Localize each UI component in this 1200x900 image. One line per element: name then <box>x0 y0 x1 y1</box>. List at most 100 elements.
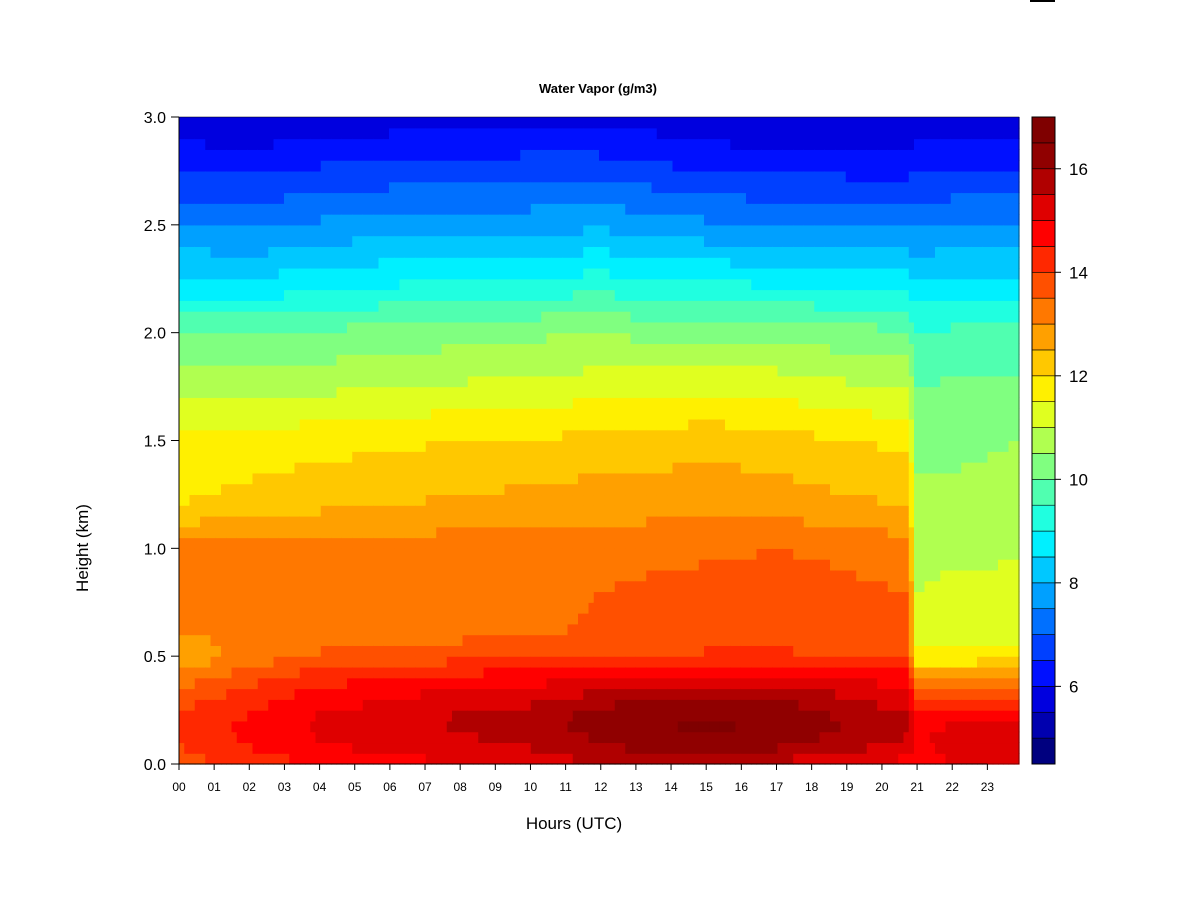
heatmap-cell <box>551 354 558 366</box>
heatmap-cell <box>305 731 311 744</box>
heatmap-cell <box>525 289 532 301</box>
heatmap-cell <box>320 742 327 754</box>
heatmap-cell <box>578 569 584 582</box>
heatmap-cell <box>467 451 474 463</box>
heatmap-cell <box>179 742 185 754</box>
heatmap-cell <box>599 472 605 485</box>
heatmap-cell <box>425 181 432 194</box>
heatmap-cell <box>420 203 427 215</box>
heatmap-cell <box>231 559 238 571</box>
heatmap-cell <box>362 257 369 269</box>
heatmap-cell <box>215 656 222 668</box>
heatmap-cell <box>236 214 243 226</box>
heatmap-cell <box>614 753 621 765</box>
heatmap-cell <box>378 666 385 679</box>
heatmap-cell <box>179 138 185 150</box>
heatmap-cell <box>383 710 390 722</box>
heatmap-cell <box>436 591 443 603</box>
heatmap-cell <box>310 634 317 646</box>
heatmap-cell <box>473 515 479 528</box>
heatmap-cell <box>425 731 432 744</box>
heatmap-cell <box>278 257 285 269</box>
heatmap-cell <box>305 397 311 409</box>
heatmap-cell <box>352 720 359 733</box>
heatmap-cell <box>452 526 458 539</box>
heatmap-cell <box>242 569 248 582</box>
heatmap-cell <box>583 515 590 528</box>
heatmap-cell <box>404 677 411 690</box>
heatmap-cell <box>504 602 511 614</box>
heatmap-cell <box>320 127 327 140</box>
heatmap-cell <box>305 117 311 129</box>
heatmap-cell <box>231 656 238 668</box>
heatmap-cell <box>467 645 474 657</box>
heatmap-cell <box>389 343 395 355</box>
heatmap-cell <box>305 666 311 679</box>
heatmap-cell <box>200 138 206 150</box>
heatmap-cell <box>184 181 191 194</box>
heatmap-cell <box>572 645 579 657</box>
heatmap-cell <box>588 332 595 345</box>
heatmap-cell <box>331 418 338 431</box>
heatmap-cell <box>604 117 611 129</box>
heatmap-cell <box>462 720 469 733</box>
heatmap-cell <box>315 645 322 657</box>
heatmap-cell <box>184 418 191 431</box>
heatmap-cell <box>452 742 458 754</box>
heatmap-cell <box>399 645 406 657</box>
heatmap-cell <box>268 569 275 582</box>
heatmap-cell <box>394 494 401 506</box>
heatmap-cell <box>336 440 343 452</box>
heatmap-cell <box>299 677 306 690</box>
heatmap-cell <box>289 117 296 129</box>
heatmap-cell <box>530 289 537 301</box>
heatmap-cell <box>299 602 306 614</box>
heatmap-cell <box>504 343 511 355</box>
heatmap-cell <box>436 267 443 280</box>
heatmap-cell <box>578 332 584 345</box>
heatmap-cell <box>352 742 359 754</box>
heatmap-cell <box>399 753 406 765</box>
heatmap-cell <box>494 375 500 388</box>
heatmap-cell <box>546 365 553 377</box>
heatmap-cell <box>604 731 611 744</box>
heatmap-cell <box>562 332 569 345</box>
heatmap-cell <box>599 257 605 269</box>
heatmap-cell <box>457 451 464 463</box>
heatmap-cell <box>509 462 516 474</box>
heatmap-cell <box>530 203 537 215</box>
heatmap-cell <box>357 731 364 744</box>
heatmap-cell <box>268 645 275 657</box>
heatmap-cell <box>394 160 401 172</box>
heatmap-cell <box>604 548 611 560</box>
heatmap-cell <box>515 354 521 366</box>
heatmap-cell <box>236 483 243 496</box>
heatmap-cell <box>404 742 411 754</box>
heatmap-cell <box>278 634 285 646</box>
heatmap-cell <box>567 613 574 625</box>
heatmap-cell <box>299 710 306 722</box>
heatmap-cell <box>268 623 275 636</box>
heatmap-cell <box>530 537 537 549</box>
heatmap-cell <box>357 613 364 625</box>
heatmap-cell <box>284 321 290 334</box>
heatmap-cell <box>436 181 443 194</box>
heatmap-cell <box>546 267 553 280</box>
heatmap-cell <box>263 505 269 517</box>
heatmap-cell <box>567 138 574 150</box>
heatmap-cell <box>515 117 521 129</box>
heatmap-cell <box>593 656 600 668</box>
heatmap-cell <box>404 408 411 420</box>
heatmap-cell <box>210 127 217 140</box>
heatmap-cell <box>252 278 259 291</box>
heatmap-cell <box>483 656 490 668</box>
heatmap-cell <box>452 235 458 247</box>
heatmap-cell <box>357 548 364 560</box>
heatmap-cell <box>373 117 380 129</box>
heatmap-cell <box>467 699 474 711</box>
heatmap-cell <box>420 343 427 355</box>
heatmap-cell <box>536 408 542 420</box>
heatmap-cell <box>473 494 479 506</box>
heatmap-cell <box>446 311 453 323</box>
heatmap-cell <box>467 688 474 700</box>
